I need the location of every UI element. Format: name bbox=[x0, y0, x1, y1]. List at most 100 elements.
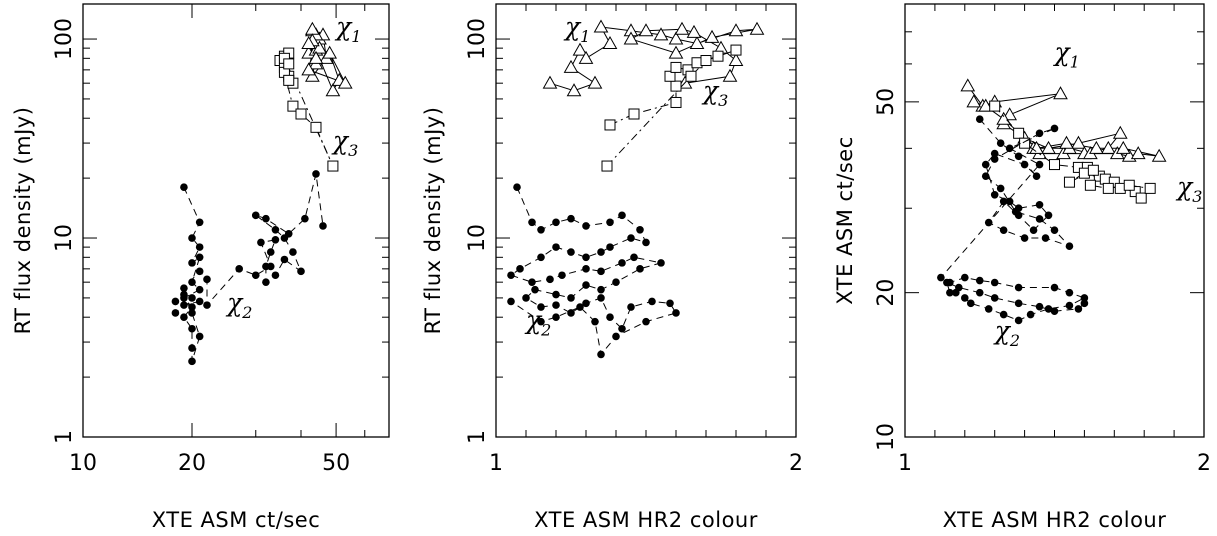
data-point-dot bbox=[262, 262, 270, 271]
data-point-square bbox=[712, 50, 724, 62]
data-point-dot bbox=[301, 214, 309, 223]
data-point-dot bbox=[981, 172, 990, 180]
data-point-triangle bbox=[322, 45, 338, 59]
state-annotation: χ3 bbox=[1175, 172, 1202, 206]
data-point-square bbox=[1087, 164, 1099, 176]
data-point-dot bbox=[636, 225, 644, 234]
data-point-triangle bbox=[638, 23, 654, 37]
data-point-dot bbox=[552, 313, 560, 322]
y-tick-label: 20 bbox=[874, 279, 899, 307]
data-point-square bbox=[1144, 182, 1156, 194]
state-annotation: χ2 bbox=[524, 306, 551, 340]
data-point-triangle bbox=[1115, 140, 1131, 154]
data-point-square bbox=[700, 55, 712, 67]
data-point-dot bbox=[203, 301, 211, 309]
plot-frame bbox=[82, 3, 390, 438]
data-point-triangle bbox=[305, 68, 320, 82]
data-point-dot bbox=[943, 278, 951, 287]
data-point-dot bbox=[1065, 288, 1074, 297]
data-point-triangle bbox=[1130, 146, 1146, 160]
data-point-dot bbox=[672, 309, 680, 317]
data-point-dot bbox=[627, 303, 635, 311]
data-point-triangle bbox=[1112, 125, 1128, 139]
data-point-triangle bbox=[1071, 135, 1086, 149]
data-point-dot bbox=[1050, 283, 1059, 292]
data-point-triangle bbox=[704, 29, 720, 43]
data-point-square bbox=[1049, 159, 1060, 171]
data-point-triangle bbox=[301, 62, 317, 76]
data-point-dot bbox=[666, 299, 674, 308]
data-point-dot bbox=[567, 309, 575, 317]
data-point-dot bbox=[235, 265, 243, 273]
data-point-dot bbox=[1014, 299, 1023, 308]
panel-flux-vs-asm-rate: 10 20 50 1 10 100 XTE ASM ct/sec RT flux densit… bbox=[11, 3, 390, 532]
data-point-triangle bbox=[587, 75, 603, 89]
data-point-dot bbox=[552, 290, 560, 299]
data-point-dot bbox=[990, 155, 999, 163]
data-point-square bbox=[310, 121, 322, 133]
data-point-triangle bbox=[1053, 86, 1068, 100]
data-point-dot bbox=[1032, 172, 1041, 180]
y-tick-label: 10 bbox=[874, 423, 899, 451]
data-point-square bbox=[1102, 182, 1114, 194]
data-point-dot bbox=[966, 299, 975, 308]
data-point-dot bbox=[1041, 234, 1050, 242]
x-tick-label: 20 bbox=[178, 451, 206, 476]
data-point-dot bbox=[597, 285, 605, 294]
data-point-triangle bbox=[312, 40, 327, 54]
data-point-dot bbox=[606, 313, 614, 322]
data-point-triangle bbox=[623, 31, 639, 45]
data-point-triangle bbox=[542, 75, 558, 89]
data-point-dot bbox=[1074, 305, 1083, 313]
data-point-triangle bbox=[728, 23, 744, 37]
data-point-dot bbox=[627, 234, 635, 242]
data-point-triangle bbox=[978, 98, 994, 112]
data-point-dot bbox=[195, 218, 204, 227]
state-annotation: χ2 bbox=[993, 316, 1020, 350]
data-point-dot bbox=[1029, 226, 1038, 234]
data-point-triangle bbox=[749, 21, 765, 35]
data-point-triangle bbox=[996, 111, 1012, 125]
data-point-dot bbox=[537, 303, 545, 311]
data-point-dot bbox=[271, 225, 280, 234]
data-point-dot bbox=[1020, 160, 1029, 169]
data-point-dot bbox=[996, 139, 1005, 147]
y-axis-label: XTE ASM ct/sec bbox=[833, 136, 857, 305]
y-tick-label: 1 bbox=[465, 430, 490, 444]
data-point-dot bbox=[1020, 234, 1029, 242]
data-point-dot bbox=[171, 297, 180, 306]
data-point-square bbox=[601, 160, 613, 172]
x-tick-label: 2 bbox=[789, 451, 803, 476]
data-point-dot bbox=[642, 238, 650, 247]
data-point-dot bbox=[552, 301, 560, 309]
data-point-dot bbox=[984, 218, 993, 227]
data-point-dot bbox=[1065, 301, 1074, 310]
state-annotation: χ1 bbox=[563, 12, 590, 46]
data-point-dot bbox=[975, 276, 984, 285]
data-point-square bbox=[730, 44, 742, 56]
data-point-dot bbox=[516, 265, 524, 273]
data-point-dot bbox=[528, 218, 536, 227]
data-point-dot bbox=[284, 230, 293, 238]
data-point-dot bbox=[955, 283, 963, 292]
data-point-triangle bbox=[566, 83, 582, 97]
data-point-triangle bbox=[308, 50, 324, 64]
data-point-triangle bbox=[1041, 140, 1056, 154]
data-point-dot bbox=[1011, 207, 1020, 216]
x-tick-label: 10 bbox=[69, 451, 97, 476]
data-point-dot bbox=[1050, 307, 1059, 315]
data-point-dot bbox=[1014, 152, 1023, 161]
panel-asm-rate-vs-hr2: 1 2 10 20 50 XTE ASM HR2 colour XTE ASM ct/sec… bbox=[833, 3, 1211, 532]
data-point-dot bbox=[262, 214, 270, 223]
data-point-square bbox=[287, 100, 299, 112]
data-point-dot bbox=[937, 273, 945, 282]
data-point-dot bbox=[1050, 226, 1059, 234]
data-point-dot bbox=[1044, 211, 1053, 220]
data-point-dot bbox=[597, 267, 605, 276]
y-tick-label: 50 bbox=[874, 88, 899, 116]
data-point-dot bbox=[188, 259, 196, 267]
data-point-square bbox=[670, 61, 682, 73]
data-point-dot bbox=[1014, 283, 1023, 292]
data-point-dot bbox=[203, 275, 211, 284]
